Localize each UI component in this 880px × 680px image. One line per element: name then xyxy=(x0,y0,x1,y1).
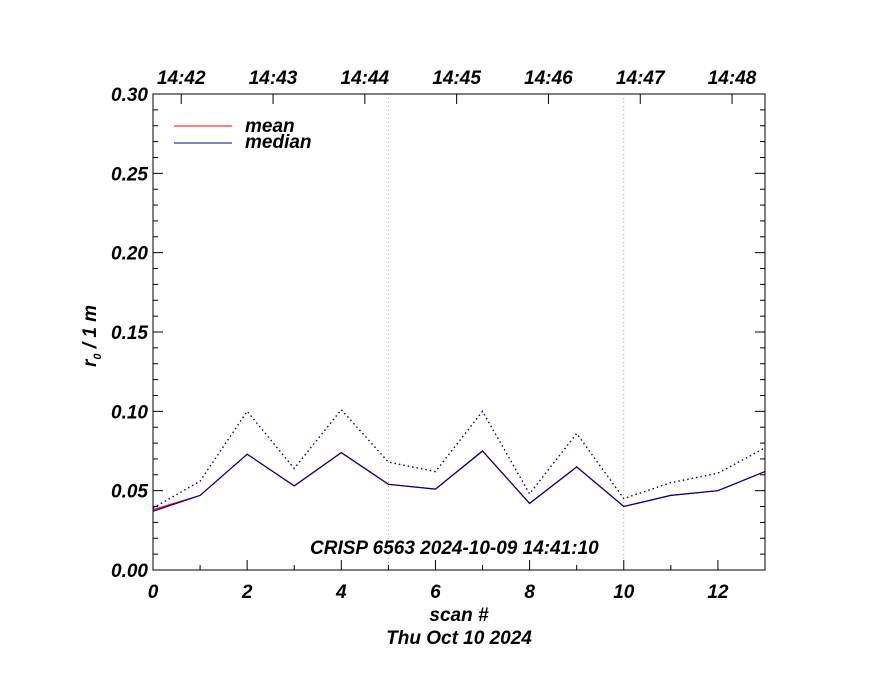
y-axis-label-main: r xyxy=(80,358,101,367)
top-tick-label: 14:42 xyxy=(157,68,206,89)
x-tick-label: 4 xyxy=(335,582,347,603)
x-axis-date-label: Thu Oct 10 2024 xyxy=(386,628,532,649)
annotation-text: CRISP 6563 2024-10-09 14:41:10 xyxy=(310,538,599,559)
legend-label-median: median xyxy=(245,132,312,153)
x-tick-label: 2 xyxy=(241,582,253,603)
y-tick-label: 0.05 xyxy=(111,482,148,503)
plot-frame xyxy=(152,93,766,571)
x-tick-label: 10 xyxy=(613,582,635,603)
y-axis-label-rest: / 1 m xyxy=(80,305,101,354)
legend: mean median xyxy=(174,116,312,153)
x-tick-label: 0 xyxy=(148,582,159,603)
vertical-dotted-lines xyxy=(387,94,625,570)
top-tick-label: 14:48 xyxy=(708,68,757,89)
x-tick-label: 8 xyxy=(524,582,535,603)
x-tick-label: 12 xyxy=(707,582,729,603)
top-tick-label: 14:47 xyxy=(616,68,666,89)
y-tick-label: 0.30 xyxy=(111,85,148,106)
legend-label-mean: mean xyxy=(245,116,295,137)
series-line-mean xyxy=(152,450,766,511)
axis-ticks xyxy=(152,93,766,571)
y-tick-label: 0.25 xyxy=(111,164,148,185)
y-axis-label-subscript: 0 xyxy=(92,353,104,360)
series-line-median xyxy=(152,450,766,512)
top-tick-label: 14:46 xyxy=(524,68,573,89)
top-tick-label: 14:45 xyxy=(432,68,481,89)
y-tick-label: 0.00 xyxy=(111,561,148,582)
y-tick-label: 0.15 xyxy=(111,323,148,344)
y-tick-label: 0.10 xyxy=(111,402,148,423)
tick-labels: 0 2 4 6 8 10 12 14:42 14:43 14:44 14:45 14:46 14:47 1… xyxy=(111,68,757,603)
series-line-dotted xyxy=(152,408,766,509)
top-tick-label: 14:44 xyxy=(341,68,390,89)
y-axis-label: r0 / 1 m xyxy=(80,305,104,367)
y-tick-label: 0.20 xyxy=(111,244,148,265)
series-lines xyxy=(152,408,766,512)
x-tick-label: 6 xyxy=(430,582,441,603)
x-axis-label: scan # xyxy=(429,605,489,626)
top-tick-label: 14:43 xyxy=(249,68,298,89)
